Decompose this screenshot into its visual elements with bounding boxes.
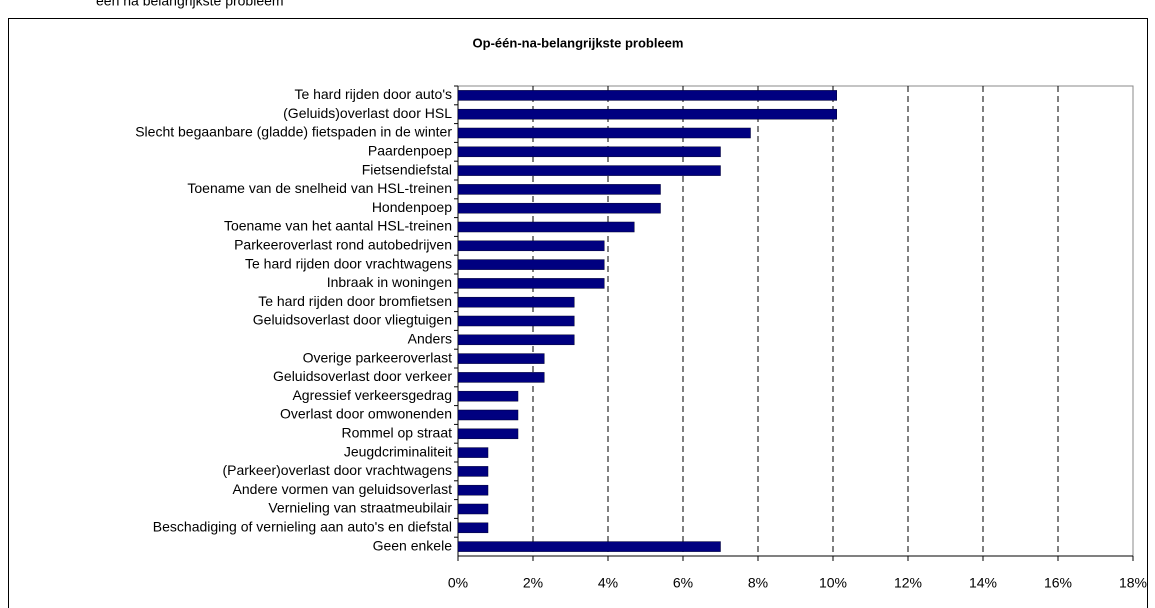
y-tick-label: Anders	[408, 331, 452, 347]
bar	[457, 503, 489, 515]
x-tick-label: 12%	[894, 575, 922, 591]
bar	[457, 108, 837, 120]
bar	[457, 127, 751, 139]
bar	[457, 146, 721, 158]
y-tick-label: Overige parkeeroverlast	[303, 349, 453, 365]
x-tick-label: 16%	[1044, 575, 1072, 591]
bar	[457, 372, 545, 383]
y-tick-label: Agressief verkeersgedrag	[292, 387, 452, 403]
bar	[457, 278, 605, 289]
bar	[457, 221, 635, 233]
y-tick-label: Toename van de snelheid van HSL-treinen	[187, 180, 452, 196]
x-tick-label: 8%	[748, 575, 768, 591]
bar	[457, 447, 489, 458]
x-tick-label: 14%	[969, 575, 997, 591]
bar	[457, 484, 489, 496]
bar	[457, 240, 605, 252]
bar	[457, 428, 519, 440]
bar	[457, 296, 575, 308]
y-tick-label: Inbraak in woningen	[327, 274, 452, 290]
y-tick-label: Toename van het aantal HSL-treinen	[224, 218, 452, 234]
bar	[457, 466, 489, 477]
y-tick-label: Geluidsoverlast door vliegtuigen	[253, 312, 452, 328]
x-tick-label: 18%	[1119, 575, 1147, 591]
bar	[457, 184, 661, 195]
bar	[457, 390, 519, 402]
y-tick-label: Rommel op straat	[342, 425, 453, 441]
x-tick-label: 6%	[673, 575, 693, 591]
bar	[457, 90, 837, 101]
y-tick-label: Te hard rijden door bromfietsen	[258, 293, 452, 309]
bar	[457, 409, 519, 421]
y-tick-label: Paardenpoep	[368, 143, 452, 159]
y-tick-label: Slecht begaanbare (gladde) fietspaden in…	[135, 124, 452, 140]
y-tick-label: Te hard rijden door vrachtwagens	[245, 255, 452, 271]
bar	[457, 334, 575, 346]
y-tick-label: Jeugdcriminaliteit	[344, 443, 452, 459]
y-tick-label: Beschadiging of vernieling aan auto's en…	[153, 519, 452, 535]
y-tick-label: Vernieling van straatmeubilair	[268, 500, 452, 516]
bar	[457, 315, 575, 327]
y-tick-label: Fietsendiefstal	[362, 161, 452, 177]
bar	[457, 259, 605, 270]
x-tick-label: 10%	[819, 575, 847, 591]
bar	[457, 165, 721, 176]
heading: een na belangrijkste probleem	[96, 0, 284, 9]
x-tick-label: 2%	[523, 575, 543, 591]
bar	[457, 522, 489, 534]
y-tick-label: Geluidsoverlast door verkeer	[273, 368, 452, 384]
bar	[457, 541, 721, 552]
y-tick-label: Andere vormen van geluidsoverlast	[233, 481, 453, 497]
x-tick-label: 0%	[448, 575, 468, 591]
y-tick-label: Overlast door omwonenden	[280, 406, 452, 422]
y-tick-label: (Parkeer)overlast door vrachtwagens	[222, 462, 452, 478]
chart-title: Op-één-na-belangrijkste probleem	[473, 35, 684, 50]
y-tick-label: Geen enkele	[373, 537, 453, 553]
y-tick-label: Hondenpoep	[372, 199, 452, 215]
x-tick-label: 4%	[598, 575, 618, 591]
y-tick-label: (Geluids)overlast door HSL	[283, 105, 452, 121]
y-tick-label: Te hard rijden door auto's	[294, 86, 452, 102]
bar	[457, 202, 661, 214]
y-tick-label: Parkeeroverlast rond autobedrijven	[234, 237, 452, 253]
bar	[457, 353, 545, 364]
